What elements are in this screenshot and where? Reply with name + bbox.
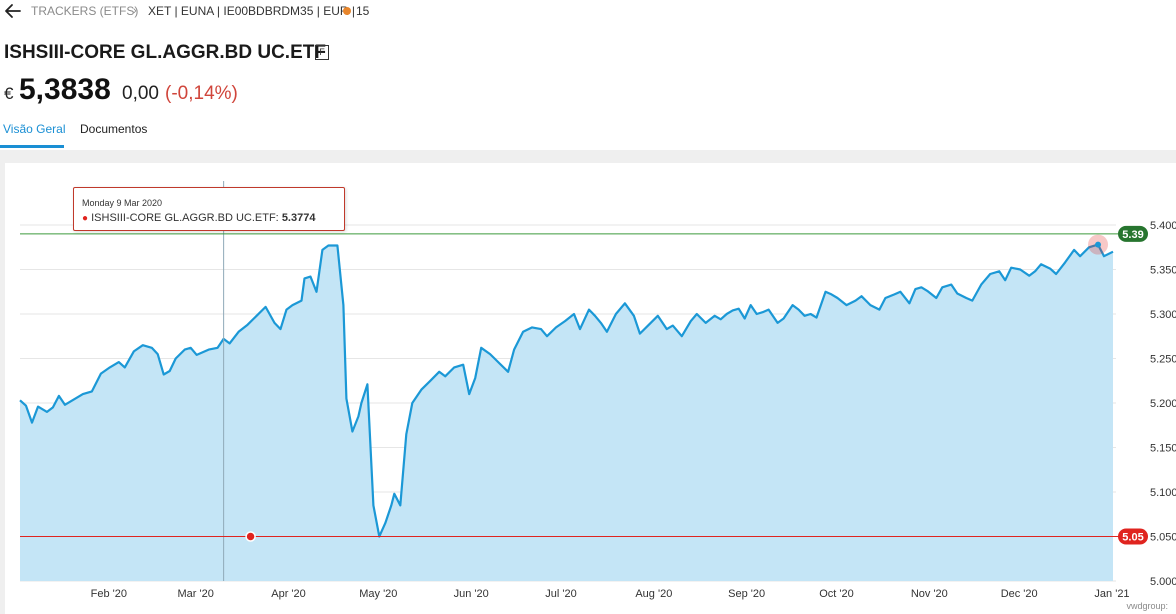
tooltip-value: 5.3774	[281, 212, 316, 224]
x-tick-label: Jun '20	[454, 588, 489, 600]
tooltip-date: Monday 9 Mar 2020	[82, 198, 163, 208]
y-tick-label: 5.300	[1150, 309, 1176, 321]
x-tick-label: Feb '20	[91, 588, 127, 600]
x-tick-label: May '20	[359, 588, 397, 600]
breadcrumb-category[interactable]: TRACKERS (ETFS)	[31, 4, 139, 18]
x-tick-label: Jul '20	[545, 588, 576, 600]
breadcrumb-count: 15	[356, 4, 370, 18]
back-arrow-icon[interactable]	[4, 2, 22, 20]
currency-symbol: €	[4, 84, 14, 103]
low-marker	[245, 531, 256, 542]
tab-overview[interactable]: Visão Geral	[3, 122, 66, 136]
tab-bar: Visão Geral Documentos	[0, 118, 1176, 150]
series-dot-icon: ●	[82, 213, 89, 224]
tooltip-row: ● ISHSIII-CORE GL.AGGR.BD UC.ETF: 5.3774	[82, 212, 315, 224]
x-tick-label: Sep '20	[728, 588, 765, 600]
fund-type-badge: F	[315, 45, 329, 60]
page-title: ISHSIII-CORE GL.AGGR.BD UC.ETF	[4, 42, 326, 63]
change-percent: (-0,14%)	[165, 83, 238, 104]
last-price: 5,3838	[19, 73, 111, 106]
hover-marker	[1095, 241, 1102, 248]
x-tick-label: Nov '20	[911, 588, 948, 600]
change-absolute: 0,00	[122, 83, 159, 104]
tab-documents[interactable]: Documentos	[80, 122, 148, 136]
x-tick-label: Dec '20	[1001, 588, 1038, 600]
chart-tooltip: Monday 9 Mar 2020 ● ISHSIII-CORE GL.AGGR…	[73, 187, 345, 231]
status-dot-icon	[343, 7, 351, 15]
high-value-badge: 5.39	[1118, 225, 1148, 242]
y-tick-label: 5.250	[1150, 354, 1176, 366]
y-tick-label: 5.050	[1150, 532, 1176, 544]
y-tick-label: 5.100	[1150, 487, 1176, 499]
x-tick-label: Jan '21	[1094, 588, 1129, 600]
breadcrumb-instrument-info: XET | EUNA | IE00BDBRDM35 | EUR |	[148, 4, 355, 18]
x-tick-label: Mar '20	[178, 588, 214, 600]
breadcrumb-separator: ›	[133, 5, 137, 17]
x-axis-ticks: Feb '20 Mar '20 Apr '20 May '20 Jun '20 Jul '…	[91, 588, 1130, 600]
low-value-badge: 5.05	[1118, 528, 1148, 545]
x-tick-label: Oct '20	[819, 588, 854, 600]
y-tick-label: 5.000	[1150, 576, 1176, 588]
low-badge-background	[1118, 528, 1148, 545]
instrument-header: ISHSIII-CORE GL.AGGR.BD UC.ETF F	[4, 42, 329, 64]
price-area	[20, 244, 1113, 581]
low-badge-label: 5.05	[1122, 532, 1143, 544]
high-badge-background	[1118, 225, 1148, 242]
data-source-label: vwdgroup:	[1126, 601, 1168, 611]
y-tick-label: 5.350	[1150, 265, 1176, 277]
y-tick-label: 5.400	[1150, 220, 1176, 232]
top-bar: TRACKERS (ETFS) › XET | EUNA | IE00BDBRD…	[0, 0, 1176, 24]
tooltip-series-name: ISHSIII-CORE GL.AGGR.BD UC.ETF:	[91, 212, 279, 224]
price-line[interactable]	[19, 243, 1114, 538]
y-tick-label: 5.150	[1150, 443, 1176, 455]
active-tab-indicator	[0, 145, 64, 148]
x-tick-label: Apr '20	[271, 588, 306, 600]
y-axis-ticks: 5.000 5.050 5.100 5.150 5.200 5.250 5.300 5.350…	[1150, 220, 1176, 588]
y-tick-label: 5.200	[1150, 398, 1176, 410]
x-tick-label: Aug '20	[635, 588, 672, 600]
high-badge-label: 5.39	[1122, 229, 1143, 241]
